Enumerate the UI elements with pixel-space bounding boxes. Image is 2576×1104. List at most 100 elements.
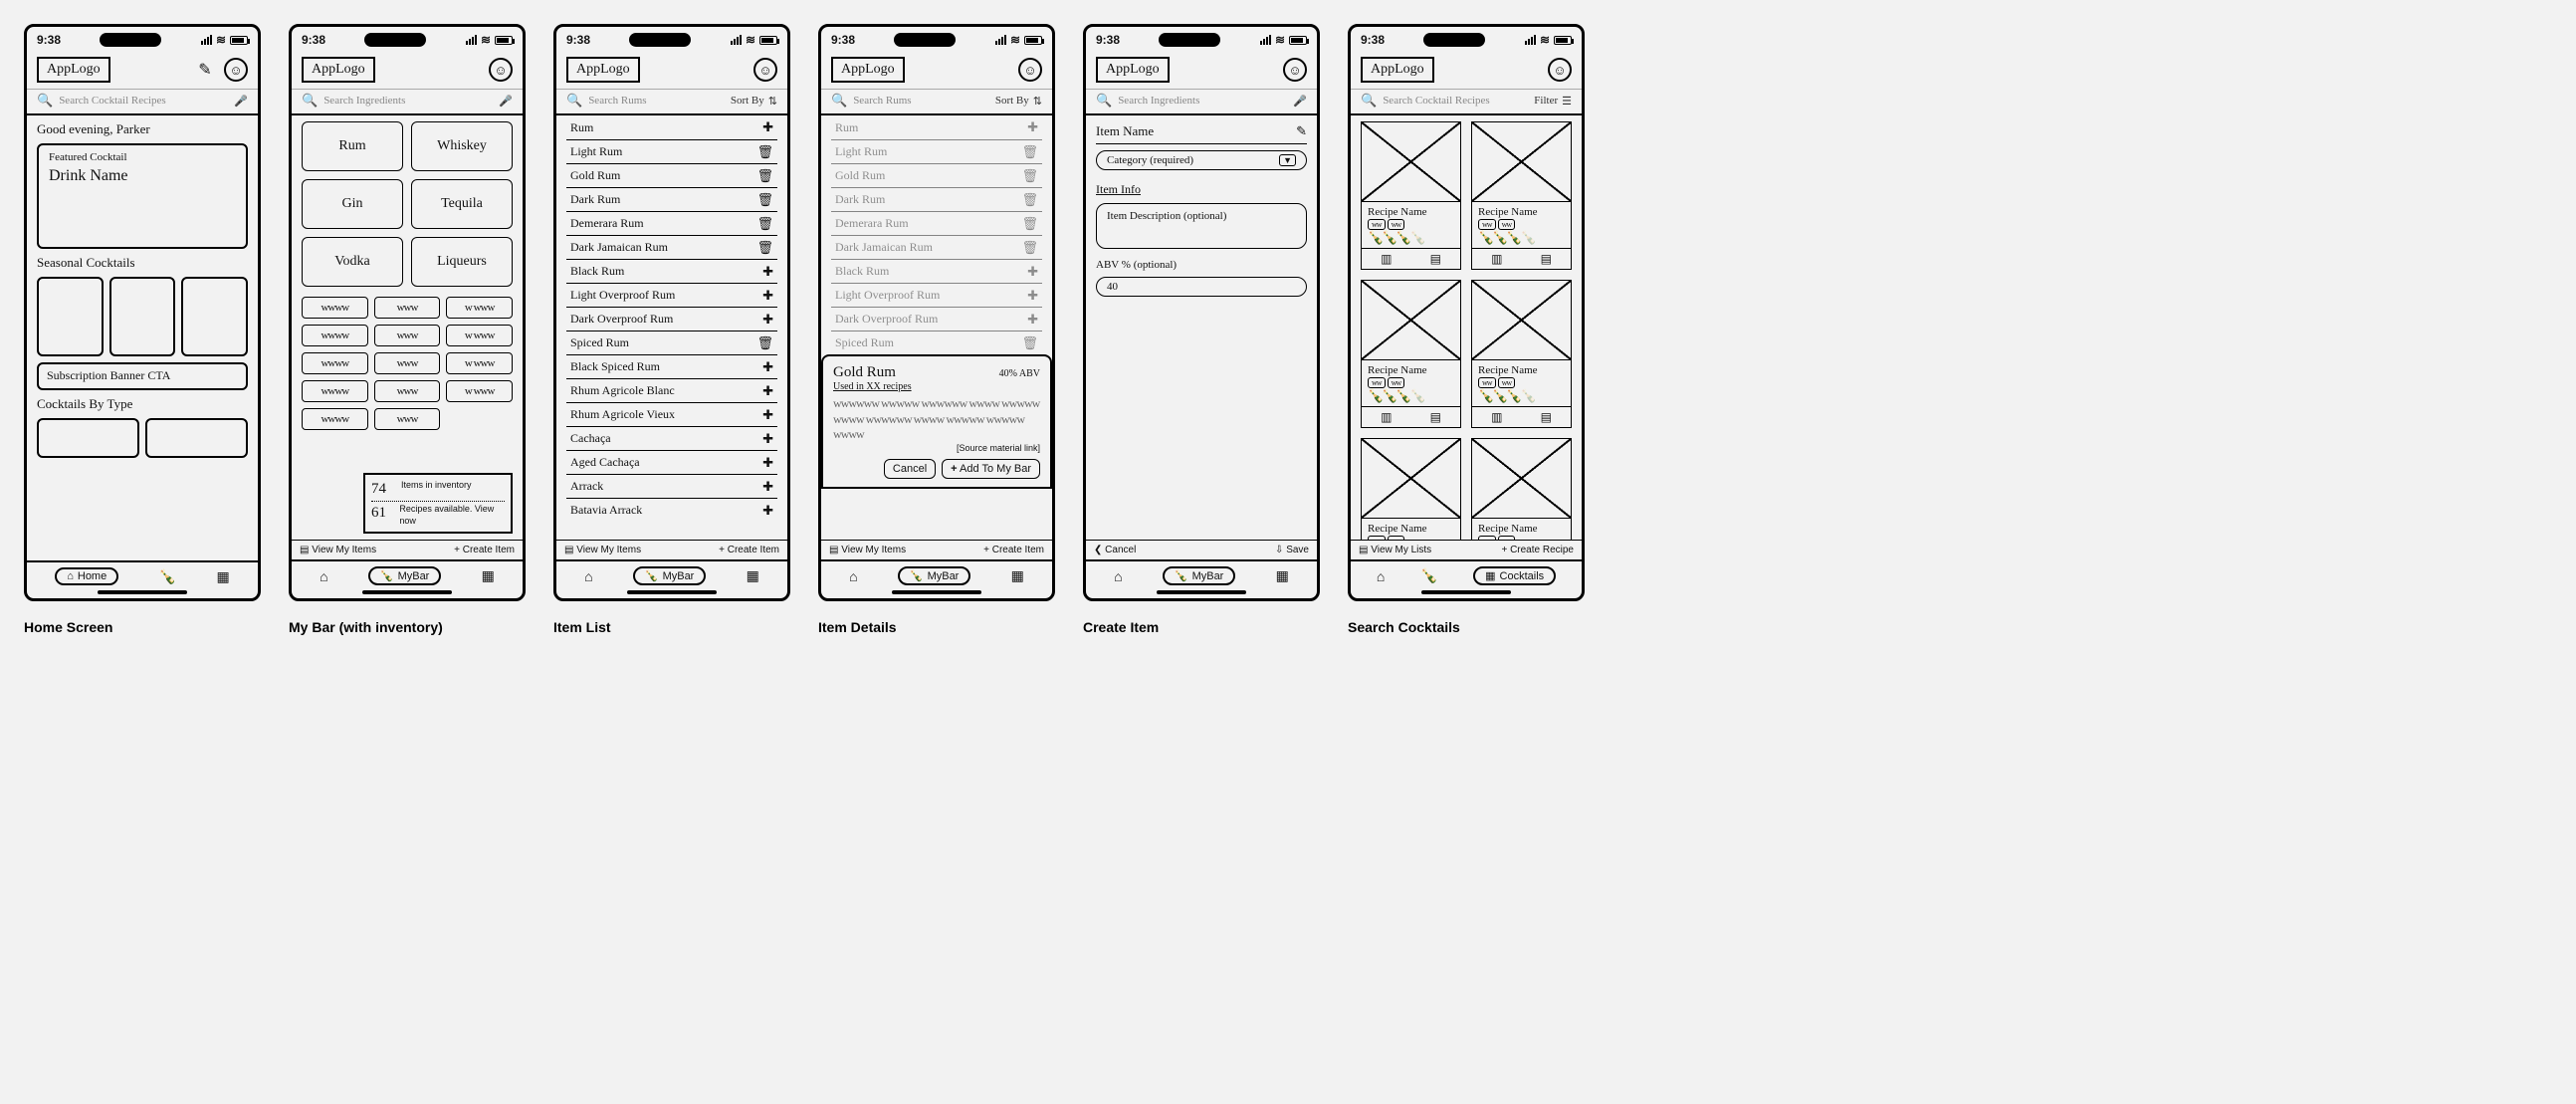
list-item[interactable]: Aged Cachaça✚ [566, 450, 777, 474]
list-item[interactable]: Spiced Rum🗑 [831, 331, 1042, 354]
nav-mybar[interactable]: 🍾MyBar [368, 566, 441, 585]
nav-cocktails[interactable]: ▦ [1011, 567, 1024, 584]
list-item[interactable]: Spiced Rum🗑 [566, 331, 777, 354]
list-item[interactable]: Black Rum✚ [566, 259, 777, 283]
list-item[interactable]: Cachaça✚ [566, 426, 777, 450]
list-item[interactable]: Dark Rum🗑 [566, 187, 777, 211]
list-item[interactable]: Demerara Rum🗑 [831, 211, 1042, 235]
nav-mybar[interactable]: 🍾 [159, 568, 176, 585]
nav-mybar[interactable]: 🍾MyBar [1163, 566, 1235, 585]
list-item[interactable]: Light Overproof Rum✚ [566, 283, 777, 307]
view-my-items[interactable]: ▤ View My Items [829, 545, 906, 555]
search-bar[interactable]: 🔍 Search Ingredients 🎤 [292, 89, 523, 115]
list-item[interactable]: Rum✚ [831, 115, 1042, 139]
trash-icon[interactable]: 🗑 [756, 335, 773, 351]
search-bar[interactable]: 🔍 Search Cocktail Recipes Filter ☰ [1351, 89, 1582, 115]
category-liqueurs[interactable]: Liqueurs [411, 237, 513, 287]
list-item[interactable]: Dark Rum🗑 [831, 187, 1042, 211]
trash-icon[interactable]: 🗑 [756, 144, 773, 160]
search-bar[interactable]: 🔍 Search Rums Sort By ⇅ [556, 89, 787, 115]
ingredient-chip[interactable]: w www [446, 352, 513, 374]
app-logo[interactable]: AppLogo [37, 57, 110, 83]
type-card[interactable] [145, 418, 248, 458]
seasonal-card[interactable] [181, 277, 248, 356]
inventory-summary[interactable]: 74Items in inventory 61Recipes available… [363, 473, 513, 534]
category-vodka[interactable]: Vodka [302, 237, 403, 287]
ingredient-chip[interactable]: www [374, 325, 441, 346]
add-icon[interactable]: ✚ [1027, 312, 1038, 328]
description-field[interactable]: Item Description (optional) [1096, 203, 1307, 249]
profile-icon[interactable]: ☺ [224, 58, 248, 82]
view-my-items[interactable]: ▤ View My Items [564, 545, 641, 555]
nav-home[interactable]: ⌂ [320, 568, 327, 584]
mic-icon[interactable]: 🎤 [499, 95, 513, 108]
add-icon[interactable]: ✚ [762, 264, 773, 280]
profile-icon[interactable]: ☺ [1548, 58, 1572, 82]
trash-icon[interactable]: 🗑 [1021, 192, 1038, 208]
list-item[interactable]: Arrack✚ [566, 474, 777, 498]
list-item[interactable]: Rum✚ [566, 115, 777, 139]
profile-icon[interactable]: ☺ [1283, 58, 1307, 82]
nav-home[interactable]: ⌂ [849, 568, 857, 584]
list-item[interactable]: Rhum Agricole Blanc✚ [566, 378, 777, 402]
sortby-button[interactable]: Sort By ⇅ [995, 95, 1042, 108]
save-button[interactable]: ⇩ Save [1275, 545, 1309, 555]
list-item[interactable]: Dark Jamaican Rum🗑 [566, 235, 777, 259]
ingredient-chip[interactable]: www [374, 380, 441, 402]
list-add-icon[interactable]: ▤ [1541, 252, 1552, 266]
ingredient-chip[interactable]: wwww [302, 352, 368, 374]
recipe-card[interactable]: Recipe Namewwww🍾🍾🍾🍾▥▤ [1361, 438, 1461, 540]
list-item[interactable]: Dark Overproof Rum✚ [831, 307, 1042, 331]
nav-home[interactable]: ⌂ [1114, 568, 1122, 584]
view-my-items[interactable]: ▤ View My Items [300, 545, 376, 555]
ingredient-chip[interactable]: wwww [302, 408, 368, 430]
add-icon[interactable]: ✚ [762, 359, 773, 375]
add-icon[interactable]: ✚ [762, 119, 773, 135]
recipe-card[interactable]: Recipe Namewwww🍾🍾🍾🍾▥▤ [1361, 280, 1461, 428]
add-icon[interactable]: ✚ [762, 431, 773, 447]
app-logo[interactable]: AppLogo [302, 57, 375, 83]
category-tequila[interactable]: Tequila [411, 179, 513, 229]
list-item[interactable]: Black Spiced Rum✚ [566, 354, 777, 378]
category-gin[interactable]: Gin [302, 179, 403, 229]
ingredient-chip[interactable]: w www [446, 297, 513, 319]
list-add-icon[interactable]: ▤ [1541, 410, 1552, 424]
recipe-card[interactable]: Recipe Namewwww🍾🍾🍾🍾▥▤ [1471, 438, 1572, 540]
trash-icon[interactable]: 🗑 [1021, 168, 1038, 184]
trash-icon[interactable]: 🗑 [756, 240, 773, 256]
list-add-icon[interactable]: ▤ [1430, 410, 1441, 424]
recipe-card[interactable]: Recipe Namewwww🍾🍾🍾🍾▥▤ [1471, 121, 1572, 270]
trash-icon[interactable]: 🗑 [756, 192, 773, 208]
add-icon[interactable]: ✚ [762, 383, 773, 399]
nav-cocktails[interactable]: ▦ [747, 567, 759, 584]
seasonal-card[interactable] [109, 277, 176, 356]
type-card[interactable] [37, 418, 139, 458]
nav-home[interactable]: ⌂ [584, 568, 592, 584]
add-to-bar-button[interactable]: + Add To My Bar [942, 459, 1040, 479]
add-icon[interactable]: ✚ [762, 312, 773, 328]
add-icon[interactable]: ✚ [762, 288, 773, 304]
trash-icon[interactable]: 🗑 [756, 216, 773, 232]
item-name-field[interactable]: Item Name ✎ [1096, 121, 1307, 144]
trash-icon[interactable]: 🗑 [1021, 144, 1038, 160]
ingredient-chip[interactable]: www [374, 297, 441, 319]
nav-cocktails[interactable]: ▦Cocktails [1473, 566, 1556, 585]
search-bar[interactable]: 🔍 Search Rums Sort By ⇅ [821, 89, 1052, 115]
subscription-banner[interactable]: Subscription Banner CTA [37, 362, 248, 390]
view-my-lists[interactable]: ▤ View My Lists [1359, 545, 1431, 555]
cancel-button[interactable]: Cancel [884, 459, 936, 479]
profile-icon[interactable]: ☺ [489, 58, 513, 82]
bookmark-icon[interactable]: ▥ [1381, 252, 1392, 266]
app-logo[interactable]: AppLogo [1361, 57, 1434, 83]
nav-cocktails[interactable]: ▦ [1276, 567, 1289, 584]
list-item[interactable]: Dark Overproof Rum✚ [566, 307, 777, 331]
trash-icon[interactable]: 🗑 [1021, 216, 1038, 232]
app-logo[interactable]: AppLogo [831, 57, 905, 83]
sortby-button[interactable]: Sort By ⇅ [731, 95, 777, 108]
filter-button[interactable]: Filter ☰ [1534, 95, 1572, 108]
recipe-card[interactable]: Recipe Namewwww🍾🍾🍾🍾▥▤ [1361, 121, 1461, 270]
list-item[interactable]: Gold Rum🗑 [831, 163, 1042, 187]
create-item-link[interactable]: + Create Item [983, 545, 1044, 555]
ingredient-chip[interactable]: wwww [302, 297, 368, 319]
list-item[interactable]: Batavia Arrack✚ [566, 498, 777, 522]
